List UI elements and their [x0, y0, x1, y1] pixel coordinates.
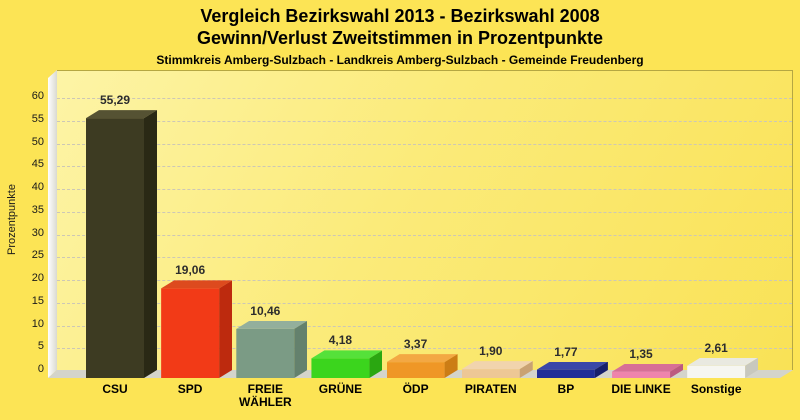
category-label: Sonstige: [690, 382, 742, 396]
bar-front-face: [612, 371, 671, 378]
y-tick-label: 35: [31, 203, 44, 216]
category-label: SPD: [177, 382, 203, 396]
bar-front-face: [386, 362, 445, 378]
bar-spd: [161, 280, 233, 378]
y-tick-label: 40: [31, 181, 44, 194]
bar-csu: [86, 110, 157, 378]
bar-top-face: [311, 350, 383, 359]
category-label: FREIE WÄHLER: [238, 382, 292, 409]
bar-sonstige: [687, 357, 759, 378]
bar-value-label: 1,35: [629, 346, 653, 361]
category-label: PIRATEN: [464, 382, 517, 396]
y-tick-label: 30: [31, 226, 44, 239]
y-tick-label: 60: [31, 90, 44, 103]
bar-value-label: 4,18: [328, 333, 353, 348]
category-label: ÖDP: [402, 382, 429, 396]
gridline: [57, 166, 792, 168]
gridline: [57, 211, 792, 213]
bar-value-label: 1,90: [479, 344, 503, 359]
gridline: [57, 257, 792, 259]
gridline: [57, 143, 792, 145]
bar-value-label: 10,46: [250, 303, 281, 318]
chart-caption: Stimmkreis Amberg-Sulzbach - Landkreis A…: [156, 53, 644, 67]
gridline: [57, 120, 792, 122]
bar-side-face: [294, 320, 308, 378]
y-tick-label: 20: [31, 272, 44, 285]
bar-value-label: 19,06: [175, 263, 206, 278]
category-label: DIE LINKE: [611, 382, 671, 396]
bar--dp: [386, 354, 458, 378]
y-tick-label: 15: [31, 294, 44, 307]
bar-die-linke: [612, 363, 684, 378]
gridline: [57, 189, 792, 191]
y-tick-label: 0: [37, 363, 44, 375]
bar-value-label: 3,37: [403, 337, 428, 352]
y-tick-label: 10: [31, 317, 44, 330]
plot-left-wall-3d: [48, 70, 57, 378]
bar-front-face: [161, 288, 220, 378]
bar-top-face: [612, 363, 684, 372]
bar-gr-ne: [311, 350, 383, 378]
y-tick-label: 55: [31, 112, 44, 125]
category-label: BP: [557, 382, 575, 396]
chart-subtitle: Gewinn/Verlust Zweitstimmen in Prozentpu…: [196, 28, 604, 48]
bar-front-face: [461, 369, 520, 378]
bar-top-face: [536, 361, 608, 370]
category-label: GRÜNE: [318, 382, 363, 396]
bar-front-face: [687, 365, 746, 378]
y-tick-label: 25: [31, 249, 44, 262]
bar-front-face: [311, 358, 370, 378]
bar-top-face: [236, 320, 308, 329]
bar-front-face: [236, 328, 295, 378]
bar-bp: [536, 361, 608, 378]
bar-piraten: [461, 361, 533, 378]
bar-value-label: 2,61: [704, 340, 728, 355]
chart-title: Vergleich Bezirkswahl 2013 - Bezirkswahl…: [200, 6, 600, 26]
y-tick-label: 45: [31, 158, 44, 171]
bar-value-label: 55,29: [99, 93, 131, 108]
bar-top-face: [687, 357, 759, 366]
bar-front-face: [86, 118, 144, 378]
y-tick-label: 5: [37, 340, 44, 353]
bar-freie-w-hler: [236, 320, 308, 378]
gridline: [57, 280, 792, 282]
bar-top-face: [461, 361, 533, 370]
gridline: [57, 302, 792, 304]
gridline: [57, 98, 792, 100]
gridline: [57, 234, 792, 236]
bar-top-face: [161, 280, 233, 289]
category-label: CSU: [102, 382, 128, 396]
bar-side-face: [219, 280, 233, 378]
bar-top-face: [86, 110, 157, 119]
bar-front-face: [536, 369, 595, 378]
bar-value-label: 1,77: [554, 344, 578, 359]
gridline: [57, 348, 792, 350]
bar-top-face: [386, 354, 458, 363]
bar-side-face: [369, 350, 383, 378]
bar-side-face: [144, 110, 157, 378]
gridline: [57, 325, 792, 327]
y-tick-label: 50: [31, 135, 44, 148]
